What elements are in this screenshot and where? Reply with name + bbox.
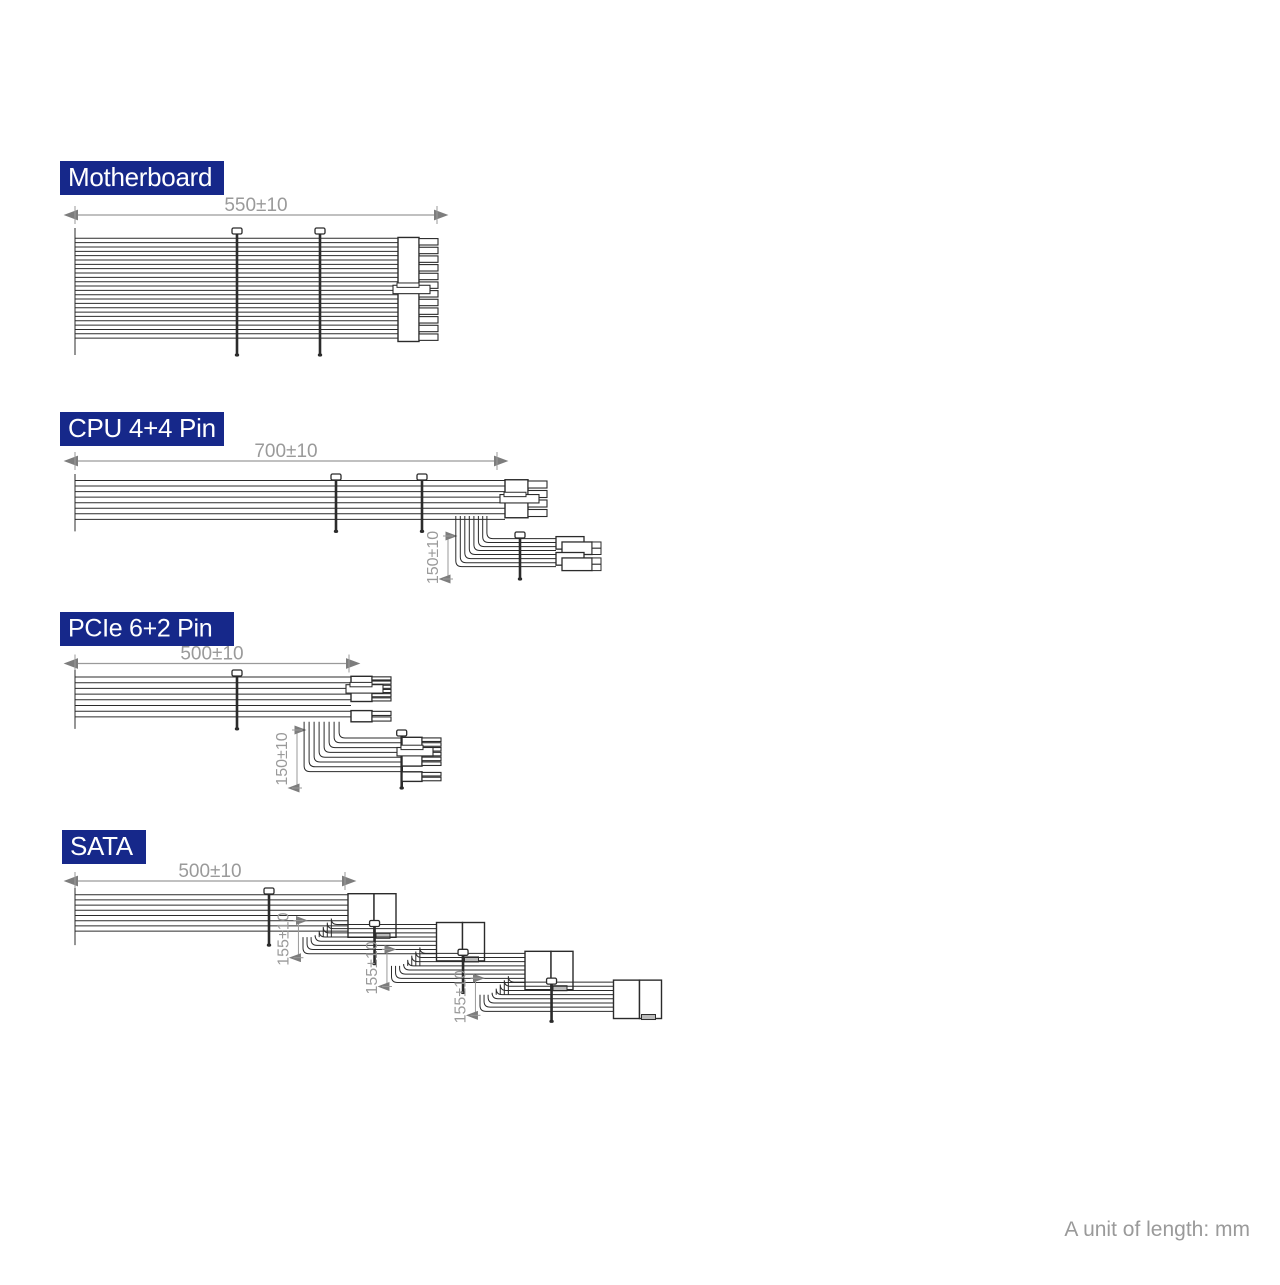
- svg-text:550±10: 550±10: [224, 195, 287, 216]
- svg-text:155±10: 155±10: [364, 941, 381, 994]
- svg-text:PCIe 6+2 Pin: PCIe 6+2 Pin: [68, 615, 212, 643]
- svg-text:700±10: 700±10: [254, 441, 317, 462]
- svg-text:500±10: 500±10: [178, 861, 241, 882]
- svg-text:155±10: 155±10: [275, 912, 292, 965]
- svg-text:150±10: 150±10: [274, 732, 291, 785]
- svg-text:Motherboard: Motherboard: [68, 162, 212, 192]
- svg-text:150±10: 150±10: [425, 531, 442, 584]
- svg-text:CPU 4+4 Pin: CPU 4+4 Pin: [68, 413, 216, 443]
- svg-text:155±10: 155±10: [452, 970, 469, 1023]
- svg-text:500±10: 500±10: [180, 644, 243, 665]
- svg-text:SATA: SATA: [70, 831, 134, 861]
